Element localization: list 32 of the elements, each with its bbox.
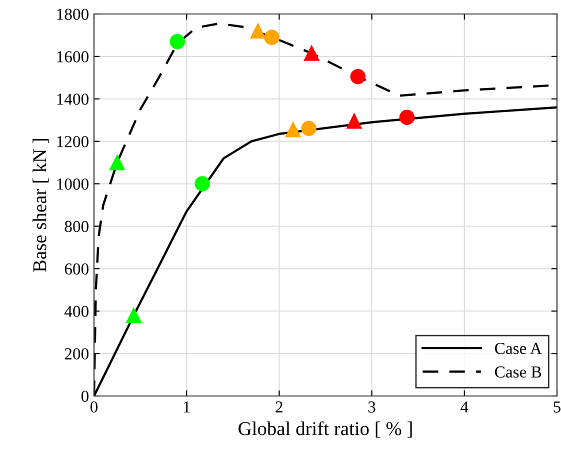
- x-tick-label: 5: [554, 402, 561, 413]
- point: [346, 114, 362, 129]
- point: [304, 46, 320, 61]
- point: [194, 176, 210, 192]
- point: [170, 34, 185, 50]
- point: [110, 154, 125, 170]
- x-tick-label: 0: [90, 401, 98, 413]
- legend-label: Case B: [494, 366, 542, 378]
- y-axis-title: Base shear [ kN ]: [32, 138, 49, 272]
- point: [250, 23, 266, 39]
- y-tick-label: 0: [81, 390, 89, 402]
- y-tick-label: 400: [64, 306, 89, 318]
- x-tick-label: 2: [276, 401, 282, 412]
- x-tick-label: 1: [184, 401, 190, 412]
- point: [285, 122, 301, 138]
- legend-label: Case A: [494, 342, 542, 354]
- y-tick-label: 1400: [57, 94, 89, 105]
- x-tick-label: 3: [368, 401, 376, 413]
- point: [301, 120, 316, 136]
- y-tick-label: 1600: [57, 51, 89, 62]
- x-axis-title: Global drift ratio [ % ]: [238, 421, 412, 438]
- y-tick-label: 800: [64, 220, 89, 232]
- point: [399, 110, 415, 125]
- point: [126, 308, 142, 323]
- x-tick-label: 4: [460, 401, 468, 412]
- point: [350, 68, 366, 84]
- y-tick-label: 1000: [57, 178, 89, 190]
- y-tick-label: 600: [64, 263, 89, 275]
- y-tick-label: 200: [64, 348, 89, 360]
- y-tick-label: 1800: [57, 8, 89, 20]
- y-tick-label: 1200: [57, 136, 89, 148]
- point: [264, 30, 280, 45]
